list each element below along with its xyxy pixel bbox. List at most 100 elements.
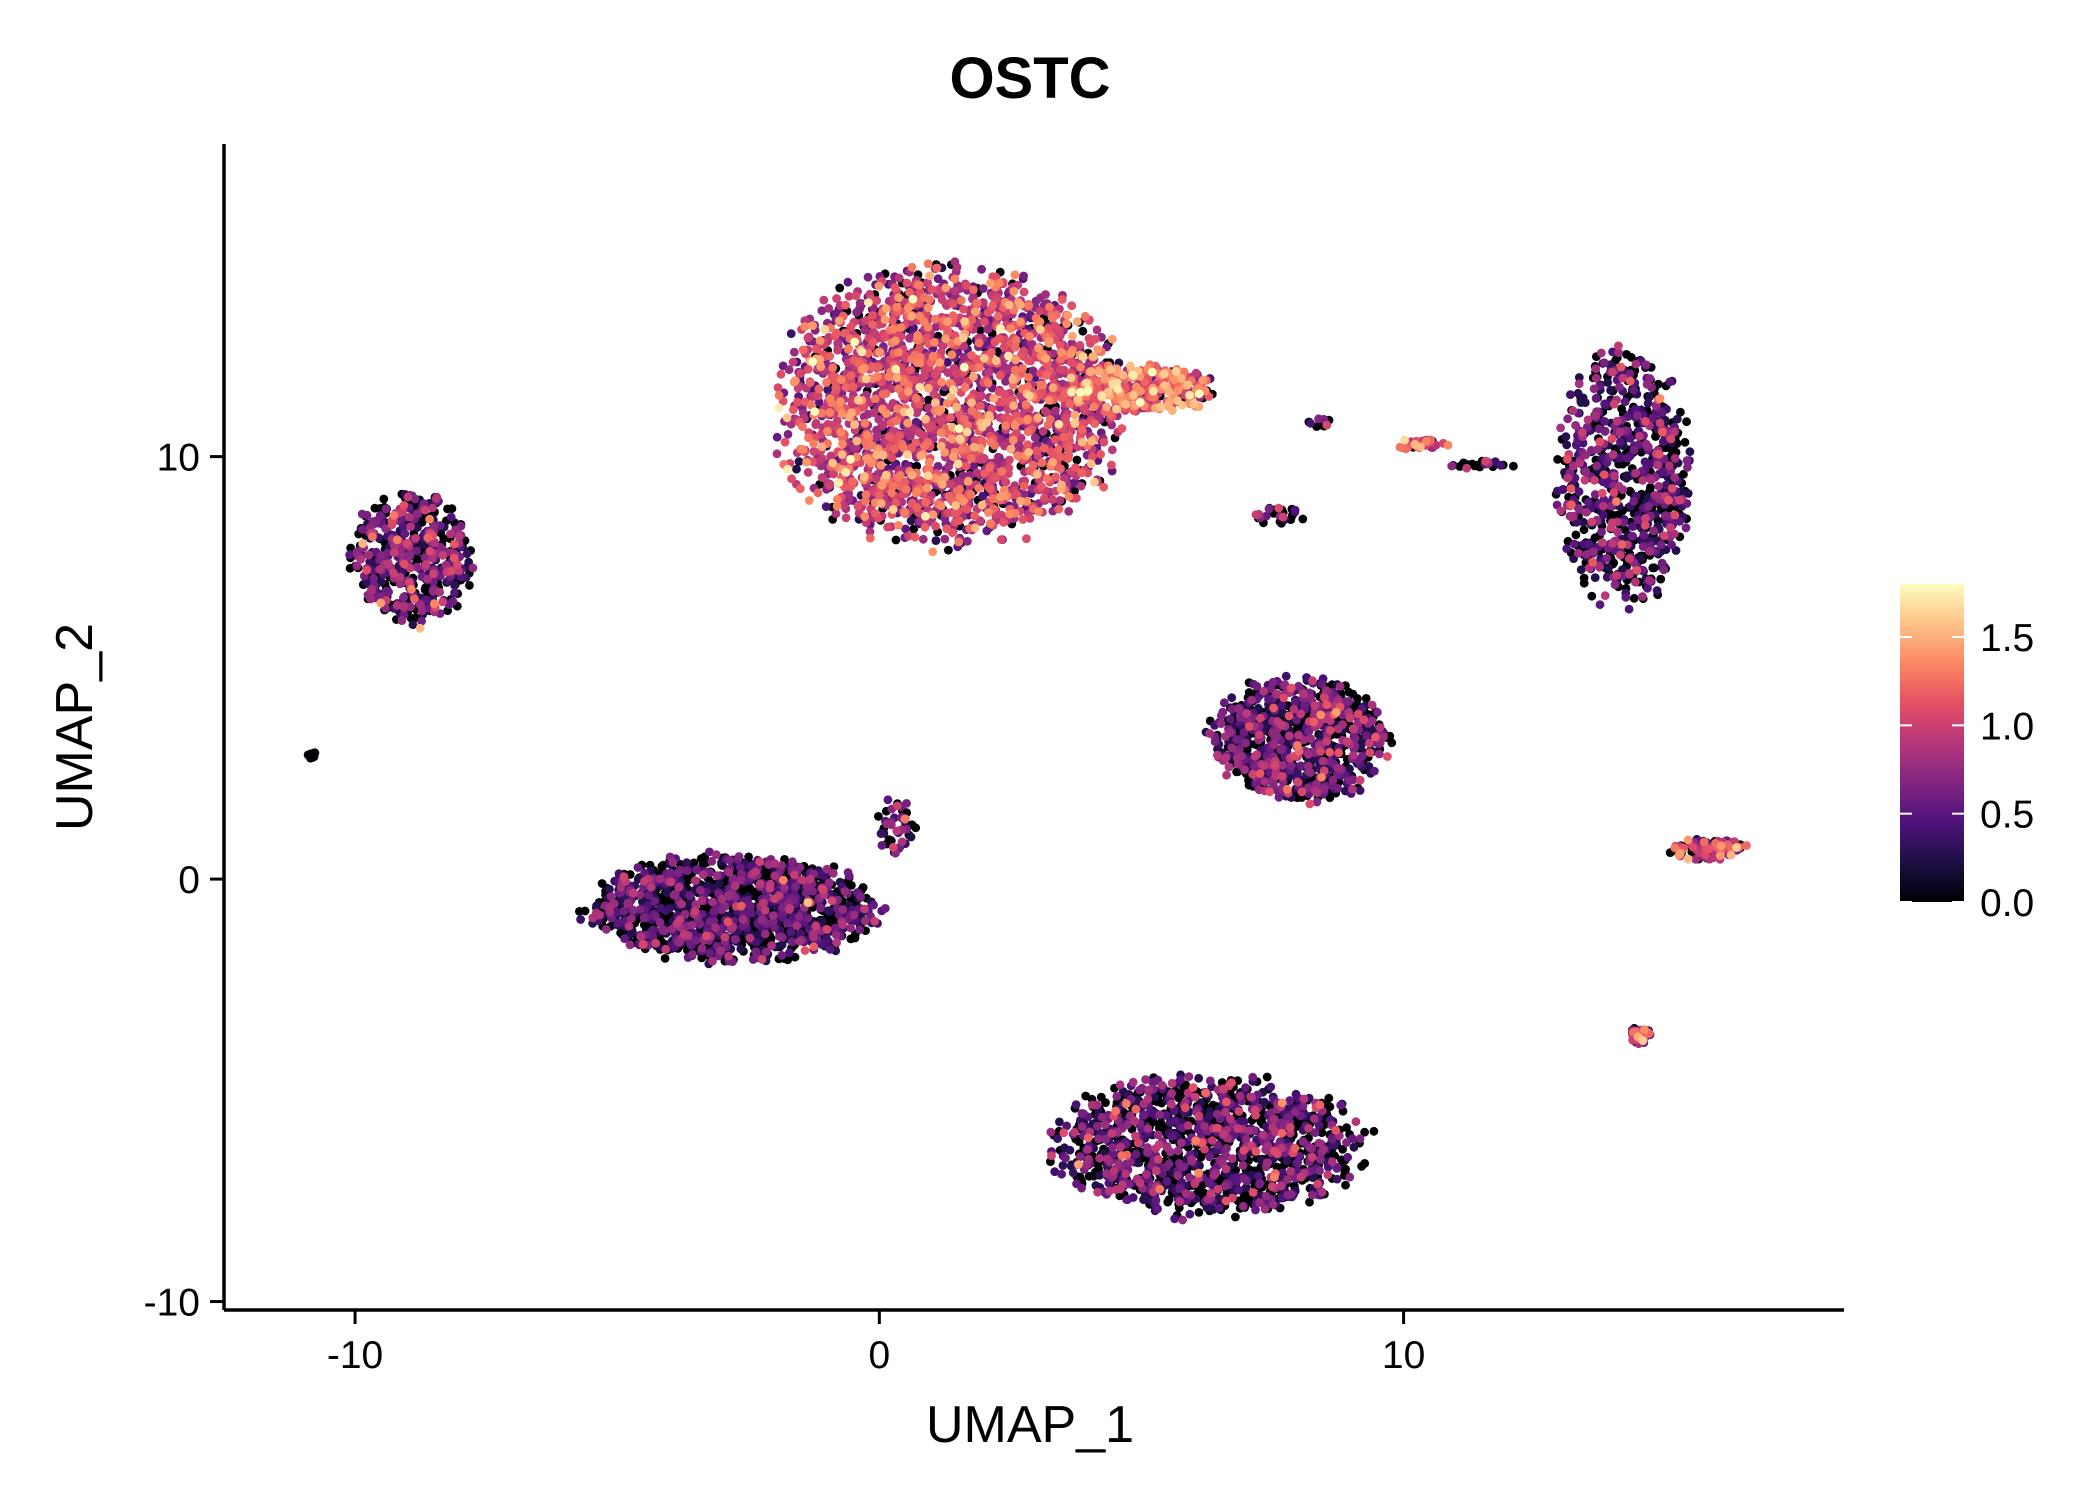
- point-top-right: [1641, 360, 1651, 370]
- point-top-center-main: [792, 464, 801, 474]
- point-upper-small-4: [1264, 504, 1274, 514]
- point-top-right: [1656, 574, 1666, 584]
- point-bottom-center: [1062, 1121, 1071, 1131]
- point-bottom-center: [1241, 1083, 1250, 1092]
- point-bottom-center: [1239, 1174, 1249, 1183]
- point-top-right: [1657, 407, 1667, 417]
- point-bottom-center: [1314, 1121, 1324, 1130]
- point-top-left: [421, 595, 431, 605]
- point-top-right: [1638, 542, 1648, 551]
- point-middle-left: [658, 860, 668, 870]
- point-middle-right: [1350, 734, 1360, 743]
- point-bottom-center: [1155, 1120, 1165, 1130]
- point-top-right: [1675, 517, 1685, 526]
- point-top-left: [450, 588, 459, 598]
- point-top-right: [1652, 586, 1662, 595]
- point-bottom-center: [1081, 1091, 1091, 1101]
- point-bottom-center: [1214, 1203, 1224, 1213]
- point-upper-small-1: [1306, 418, 1315, 428]
- point-top-right: [1682, 456, 1692, 465]
- point-top-right: [1653, 379, 1663, 389]
- point-middle-right: [1356, 741, 1366, 751]
- point-bottom-center: [1298, 1102, 1308, 1111]
- point-top-left: [381, 504, 391, 514]
- point-top-right: [1616, 437, 1625, 447]
- point-middle-left: [817, 916, 827, 926]
- point-bottom-center: [1332, 1174, 1342, 1184]
- point-top-right: [1574, 373, 1584, 382]
- point-top-right: [1579, 525, 1589, 535]
- point-middle-left: [619, 906, 629, 916]
- point-top-left: [370, 503, 380, 513]
- point-middle-right: [1227, 693, 1237, 703]
- point-top-left: [384, 587, 393, 597]
- point-top-right: [1566, 390, 1575, 399]
- point-middle-right: [1252, 681, 1262, 691]
- point-middle-right: [1357, 751, 1367, 761]
- point-middle-left: [592, 901, 601, 911]
- point-bottom-center: [1343, 1152, 1353, 1162]
- point-top-right: [1646, 483, 1655, 492]
- point-top-right: [1562, 544, 1572, 554]
- point-upper-small-3: [1496, 460, 1506, 470]
- point-middle-right: [1277, 700, 1287, 710]
- point-top-right: [1584, 497, 1593, 507]
- point-middle-right: [1355, 786, 1365, 795]
- point-middle-right: [1300, 701, 1309, 710]
- point-middle-right: [1325, 757, 1334, 767]
- point-bottom-center: [1068, 1168, 1078, 1178]
- point-middle-left: [614, 918, 624, 928]
- point-top-right: [1685, 447, 1695, 457]
- point-top-right: [1643, 399, 1653, 408]
- point-middle-right: [1333, 783, 1343, 793]
- point-middle-right: [1210, 737, 1220, 747]
- point-bottom-center: [1170, 1214, 1179, 1224]
- point-bottom-center: [1266, 1082, 1276, 1092]
- point-bottom-center: [1349, 1142, 1359, 1152]
- point-middle-right: [1296, 761, 1306, 771]
- point-far-left-dot: [308, 753, 317, 762]
- point-middle-right: [1348, 689, 1358, 699]
- point-bottom-center: [1091, 1181, 1101, 1190]
- point-top-right: [1604, 563, 1613, 572]
- point-bottom-center: [1077, 1183, 1086, 1193]
- point-bottom-center: [1055, 1117, 1064, 1127]
- point-bottom-center: [1175, 1184, 1185, 1193]
- point-middle-right: [1373, 707, 1382, 717]
- point-top-right: [1587, 591, 1597, 601]
- point-top-right: [1648, 413, 1658, 423]
- point-middle-left-arm: [874, 812, 883, 821]
- point-middle-left: [691, 936, 701, 945]
- point-top-right: [1625, 486, 1635, 496]
- point-middle-left: [787, 937, 797, 947]
- point-top-center-main: [783, 429, 793, 439]
- point-middle-left: [705, 948, 715, 958]
- point-top-center-main: [969, 461, 979, 471]
- point-upper-small-3: [1509, 461, 1518, 471]
- point-middle-right: [1227, 704, 1237, 714]
- point-top-center-main: [772, 432, 782, 442]
- point-top-right: [1633, 515, 1643, 525]
- point-bottom-center: [1327, 1134, 1337, 1144]
- point-middle-left: [644, 891, 653, 900]
- point-top-left: [412, 546, 421, 555]
- point-top-right: [1590, 490, 1600, 499]
- point-bottom-center: [1178, 1162, 1187, 1172]
- point-middle-left: [734, 852, 744, 861]
- point-top-left: [358, 525, 367, 534]
- point-bottom-center: [1231, 1212, 1240, 1222]
- point-top-right: [1681, 523, 1691, 533]
- point-bottom-center: [1325, 1102, 1335, 1112]
- point-top-right: [1599, 358, 1609, 368]
- point-middle-left: [791, 882, 800, 892]
- point-top-right: [1672, 414, 1682, 424]
- point-middle-left: [725, 855, 734, 865]
- point-top-right: [1622, 471, 1632, 480]
- point-top-center-main: [982, 526, 992, 536]
- point-bottom-center: [1260, 1097, 1269, 1107]
- point-top-center-main: [978, 284, 988, 293]
- point-middle-left-arm: [876, 829, 886, 838]
- point-top-right: [1625, 369, 1635, 379]
- point-top-left: [450, 581, 459, 590]
- point-bottom-center: [1153, 1204, 1162, 1214]
